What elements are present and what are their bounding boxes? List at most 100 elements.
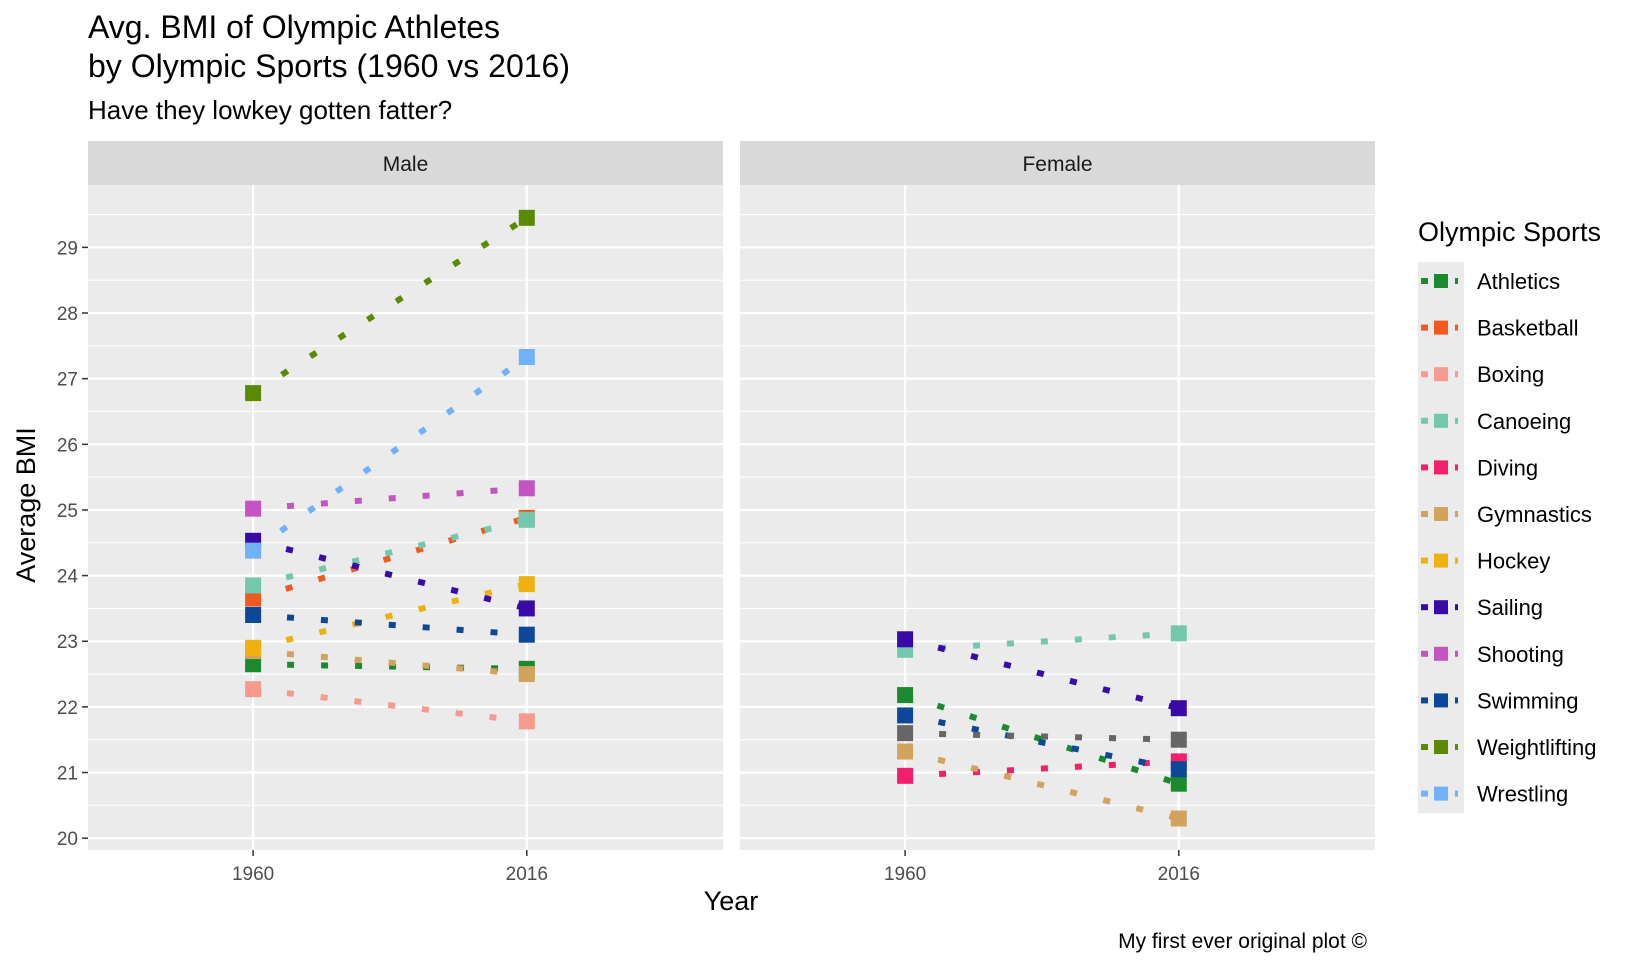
series-line [253,661,527,672]
series-line [252,611,528,638]
y-tick-label: 23 [57,632,78,653]
legend-key-dash [1455,511,1458,517]
data-point [1170,810,1187,827]
series-sailing [897,631,1187,717]
facet-strip-label: Male [383,153,429,176]
data-point [245,500,262,517]
panel-background [88,185,723,850]
legend-key-dash [1421,278,1428,284]
facet-strip-label: Female [1022,153,1092,176]
y-tick-label: 25 [57,501,78,522]
data-point [245,656,262,673]
series-line [252,516,528,589]
legend-key-dash [1455,604,1458,611]
x-tick-label: 1960 [884,864,926,885]
series-line [904,748,1180,822]
legend-key-dash [1421,324,1428,331]
data-point [897,631,914,648]
series-swimming [897,707,1187,778]
legend-key-marker [1434,786,1448,801]
series-line [252,537,528,612]
series-canoeing [245,511,535,594]
legend-label: Hockey [1477,549,1550,574]
legend-key-marker [1434,693,1448,708]
y-tick-label: 27 [57,370,78,391]
data-point [1170,625,1187,642]
legend-key-dash [1455,697,1458,704]
data-point [518,348,535,365]
legend-key-dash [1455,278,1458,284]
series-swimming [245,606,535,643]
data-point [897,743,914,760]
data-point [897,767,914,784]
data-point [897,687,914,704]
x-axis-title: Year [704,886,759,916]
x-tick-label: 2016 [1158,864,1200,885]
chart-caption: My first ever original plot © [1118,930,1367,953]
data-point [518,480,535,497]
y-tick-label: 26 [57,435,78,456]
data-point [518,576,535,593]
series-line [252,485,528,512]
series-athletics [897,687,1187,792]
legend-key-dash [1455,650,1458,657]
data-point [518,713,535,730]
series-line [252,581,528,651]
data-point [1170,761,1187,778]
legend-title: Olympic Sports [1418,217,1601,247]
y-tick-label: 24 [57,567,79,588]
y-tick-label: 21 [57,764,78,785]
legend-key-marker [1434,367,1448,382]
chart-title-line1: Avg. BMI of Olympic Athletes [88,9,500,45]
legend-key-dash [1421,604,1428,611]
data-point [518,511,535,528]
legend-key-marker [1434,553,1448,568]
legend-item-basketball: Basketball [1421,316,1579,341]
x-tick-label: 2016 [506,864,548,885]
chart-subtitle: Have they lowkey gotten fatter? [88,95,452,125]
legend-key-marker [1434,274,1448,288]
series-line [252,648,528,678]
legend-key-dash [1455,371,1458,378]
series-line [252,686,528,725]
data-point [245,542,262,559]
y-tick-label: 28 [57,304,78,325]
data-point [245,681,262,698]
y-tick-label: 22 [57,698,78,719]
panel-female: Female 1960 2016 [740,141,1375,885]
data-point [245,639,262,656]
legend-label: Athletics [1477,269,1560,294]
legend-label: Weightlifting [1477,735,1596,760]
data-point [518,666,535,683]
series-line [904,758,1179,779]
series-shooting [245,480,535,517]
legend-key-marker [1434,507,1448,521]
legend-key-marker [1434,320,1448,335]
y-tick-label: 20 [57,829,78,850]
legend-item-wrestling: Wrestling [1421,782,1568,807]
legend-key-marker [1434,460,1448,475]
legend-key-background [1418,262,1464,814]
series-weightlifting [245,209,535,402]
data-point [518,626,535,643]
legend-item-hockey: Hockey [1421,549,1550,574]
legend-key-dash [1421,697,1428,704]
data-point [897,707,914,724]
series-line [904,636,1180,712]
legend-key-dash [1421,744,1428,750]
legend-label: Boxing [1477,362,1544,387]
legend-label: Sailing [1477,595,1543,620]
series-line [904,712,1180,773]
x-tick-label: 1960 [232,864,274,885]
legend-item-athletics: Athletics [1421,269,1560,294]
data-point [245,590,262,607]
legend-key-dash [1421,650,1428,657]
legend-label: Diving [1477,455,1538,480]
series-line [904,692,1180,787]
series-line [905,730,1179,743]
data-point [245,606,262,623]
panel-male: Male 1960 2016 20 21 22 23 24 25 26 27 28 29 [57,141,723,885]
facet-strip [88,141,723,185]
legend-key-dash [1421,790,1428,797]
